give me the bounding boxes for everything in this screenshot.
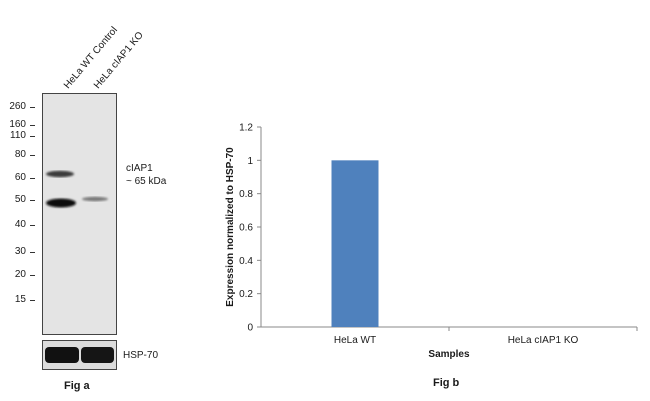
mw-marker-label: 50 bbox=[14, 194, 26, 205]
mw-marker-label: 30 bbox=[14, 246, 26, 257]
band-ko-hsp70 bbox=[81, 347, 114, 363]
band-ko-50kda bbox=[82, 196, 108, 202]
blot-image-main bbox=[42, 93, 117, 335]
blot-background bbox=[43, 94, 116, 334]
band-wt-50kda bbox=[46, 198, 76, 208]
fig-a-caption: Fig a bbox=[64, 380, 90, 392]
mw-marker-label: 80 bbox=[14, 149, 26, 160]
band-wt-65kda bbox=[46, 170, 74, 178]
band-wt-hsp70 bbox=[45, 347, 79, 363]
mw-marker-tick bbox=[30, 225, 35, 226]
hsp70-bands bbox=[43, 341, 116, 369]
y-tick-label: 1 bbox=[247, 156, 253, 167]
x-tick-label: HeLa WT bbox=[334, 335, 376, 346]
mw-marker-label: 160 bbox=[9, 119, 26, 130]
mw-marker-label: 260 bbox=[9, 101, 26, 112]
mw-marker-tick bbox=[30, 136, 35, 137]
blot-image-hsp70 bbox=[42, 340, 117, 370]
mw-marker-label: 15 bbox=[14, 294, 26, 305]
y-tick-label: 0 bbox=[247, 323, 253, 334]
mw-marker-tick bbox=[30, 252, 35, 253]
fig-b-caption: Fig b bbox=[433, 377, 460, 389]
x-axis-title: Samples bbox=[428, 349, 470, 360]
mw-marker-label: 110 bbox=[10, 130, 26, 141]
mw-marker-tick bbox=[30, 125, 35, 126]
mw-marker-tick bbox=[30, 178, 35, 179]
mw-marker-tick bbox=[30, 200, 35, 201]
target-label: cIAP1 ~ 65 kDa bbox=[126, 162, 166, 188]
y-tick-label: 0.6 bbox=[239, 223, 253, 234]
loading-control-label: HSP-70 bbox=[123, 350, 159, 361]
y-axis-title: Expression normalized to HSP-70 bbox=[225, 147, 236, 307]
y-tick-label: 0.4 bbox=[239, 256, 253, 267]
y-tick-label: 0.8 bbox=[239, 189, 253, 200]
blot-bands bbox=[43, 94, 116, 334]
mw-marker-label: 40 bbox=[14, 219, 26, 230]
mw-marker-label: 20 bbox=[14, 269, 26, 280]
y-tick-label: 0.2 bbox=[239, 289, 253, 300]
y-tick-label: 1.2 bbox=[239, 123, 253, 134]
x-tick-label: HeLa cIAP1 KO bbox=[508, 335, 579, 346]
mw-marker-label: 60 bbox=[14, 172, 26, 183]
mw-marker-tick bbox=[30, 300, 35, 301]
target-size: ~ 65 kDa bbox=[126, 176, 167, 187]
target-name: cIAP1 bbox=[126, 163, 153, 174]
bar-0 bbox=[331, 160, 379, 327]
mw-marker-tick bbox=[30, 107, 35, 108]
mw-marker-tick bbox=[30, 155, 35, 156]
mw-marker-tick bbox=[30, 275, 35, 276]
